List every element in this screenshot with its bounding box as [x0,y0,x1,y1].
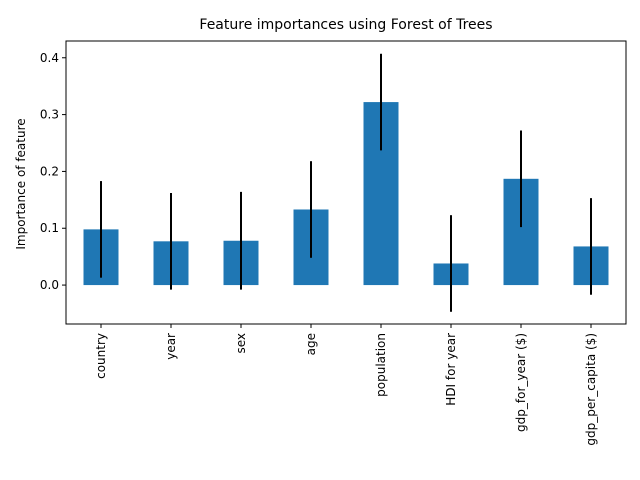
x-tick-label: sex [234,333,248,354]
x-tick-label: population [374,333,388,397]
x-tick-label: country [94,333,108,379]
y-axis-label: Importance of feature [14,118,28,249]
x-tick-label: age [304,333,318,355]
bars-group [83,102,609,286]
y-tick-label: 0.0 [40,278,59,292]
y-tick-label: 0.3 [40,108,59,122]
y-tick-label: 0.2 [40,164,59,178]
y-tick-label: 0.4 [40,51,59,65]
error-bars-group [100,53,592,312]
x-tick-label: HDI for year [444,333,458,406]
y-axis: 0.0 0.1 0.2 0.3 0.4 [40,51,66,292]
x-tick-label: gdp_per_capita ($) [584,333,598,446]
y-tick-label: 0.1 [40,221,59,235]
x-tick-label: gdp_for_year ($) [514,333,528,432]
chart-title: Feature importances using Forest of Tree… [199,17,492,33]
x-tick-label: year [164,333,178,360]
x-axis: country year sex age population HDI for year g… [94,324,598,446]
plot-frame [65,40,627,325]
